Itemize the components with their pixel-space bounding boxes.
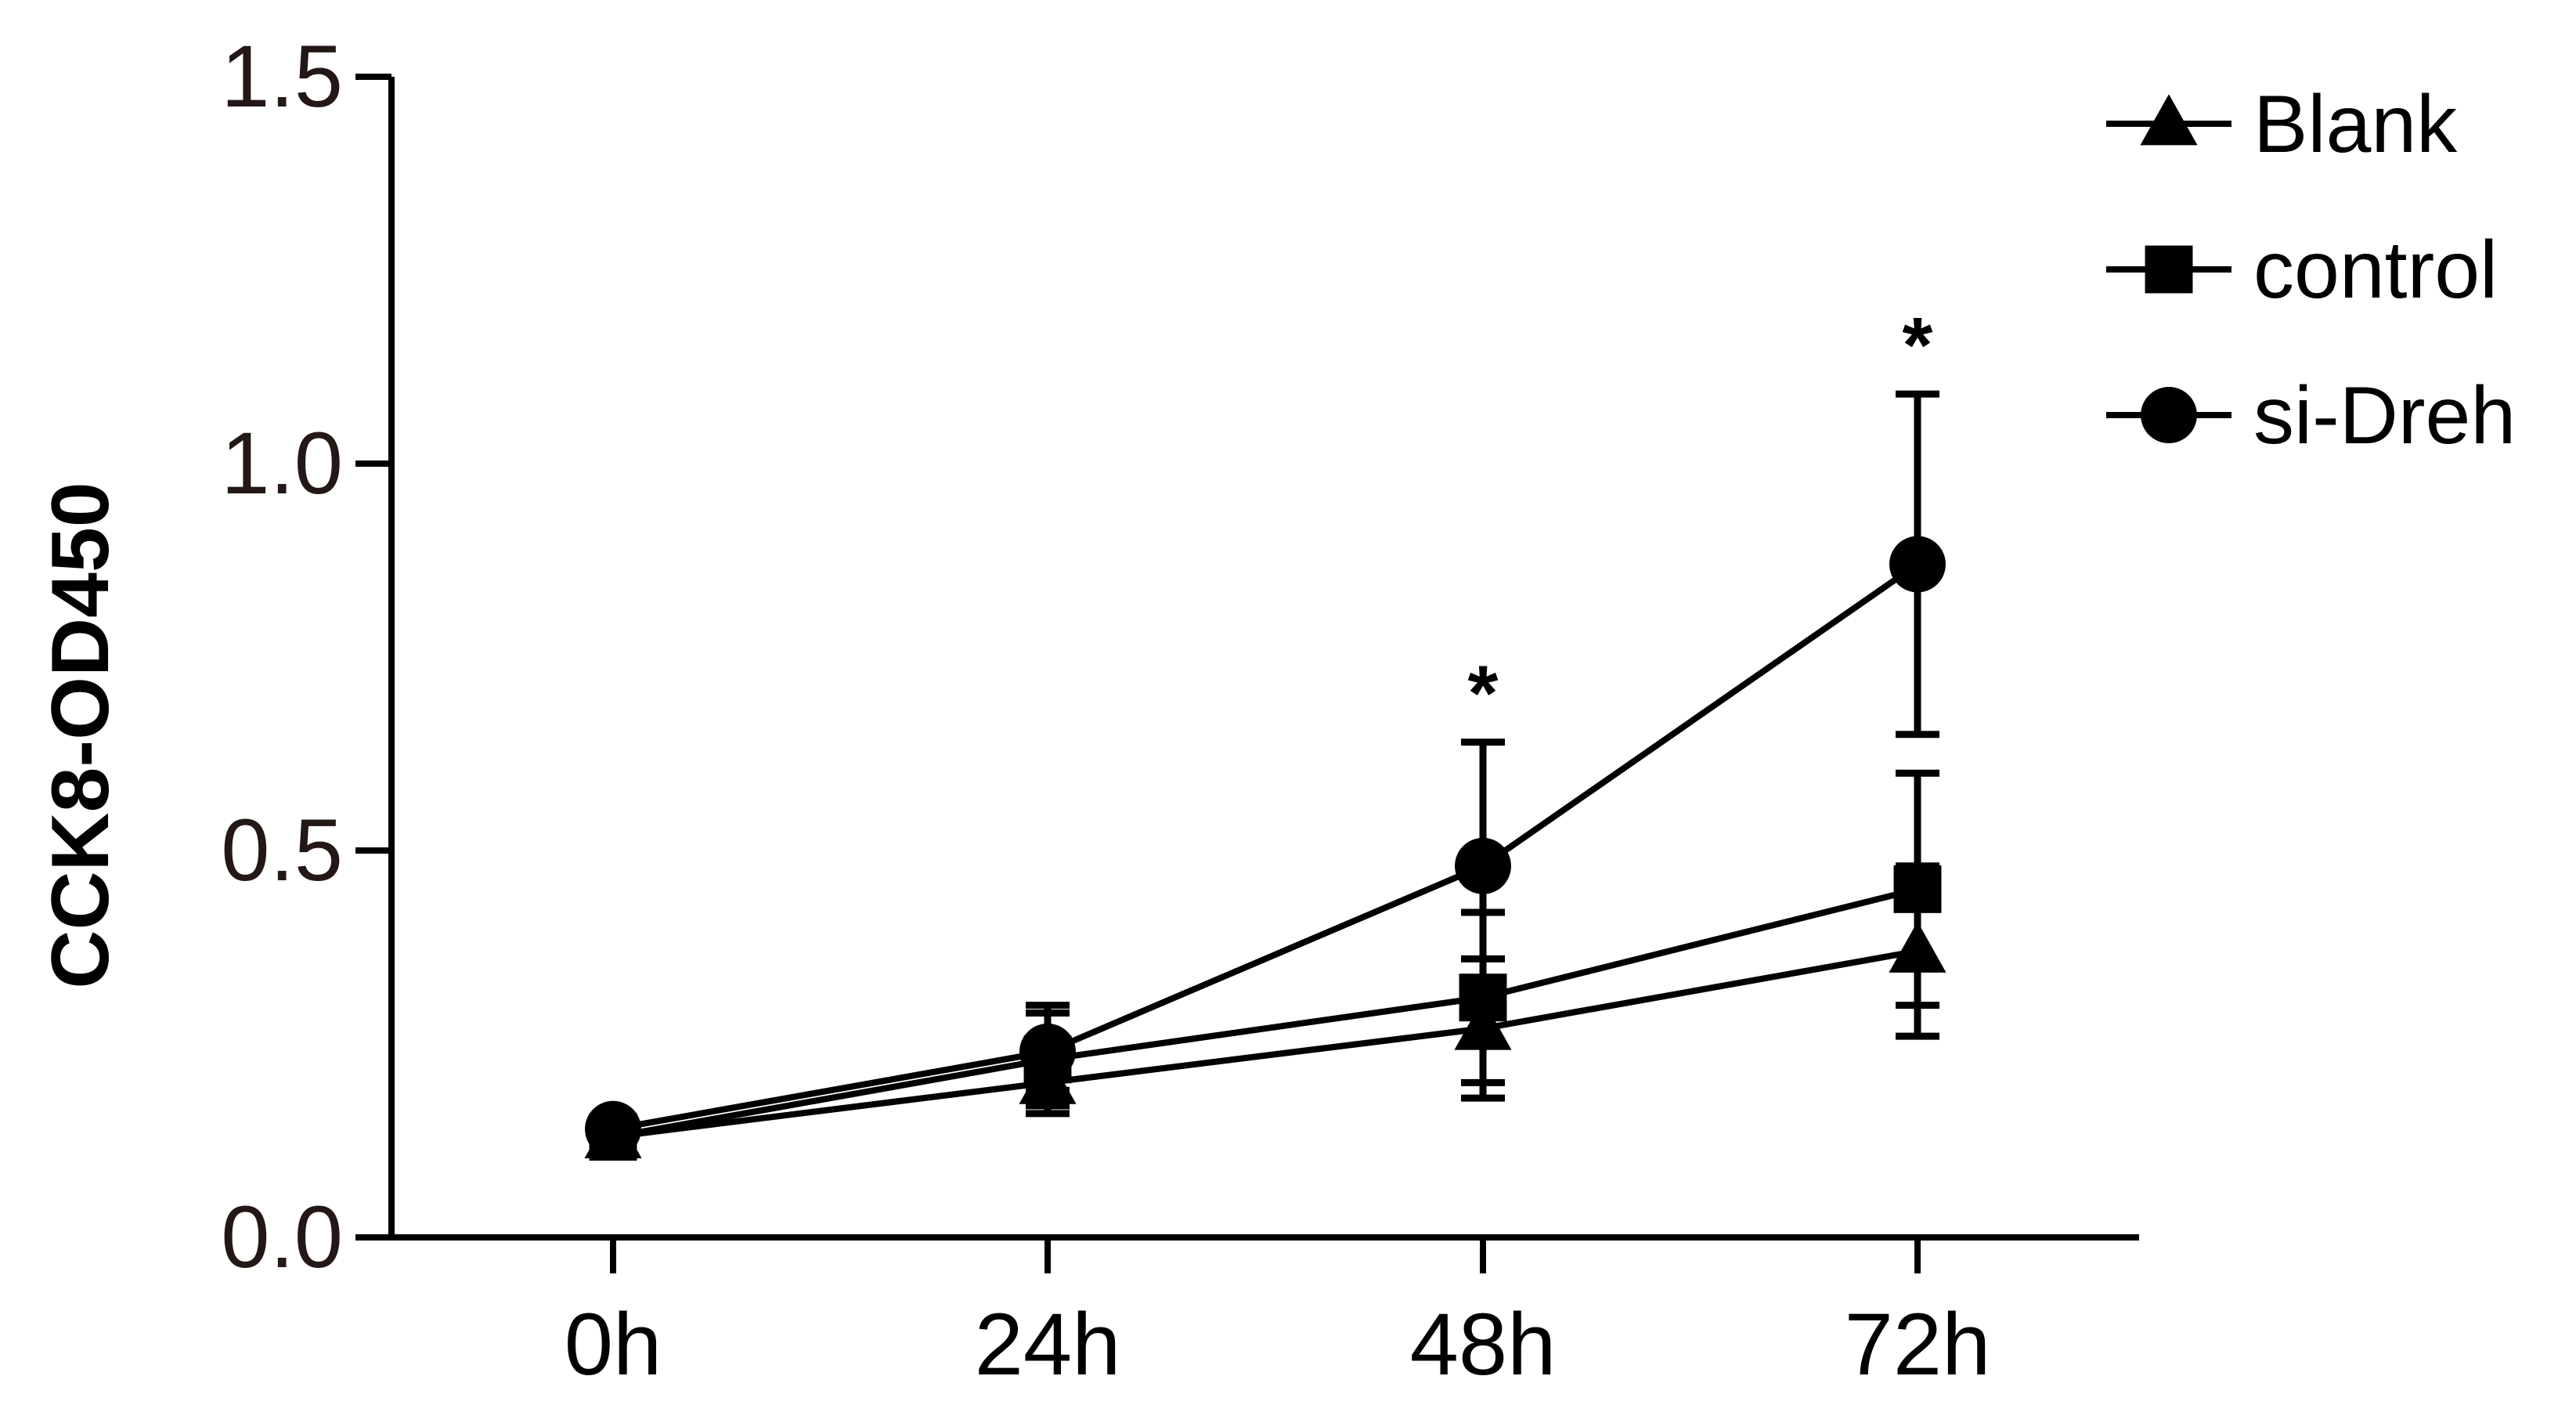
x-tick-label: 24h — [975, 1295, 1121, 1393]
series-blank — [584, 862, 1946, 1158]
y-tick-label: 0.5 — [221, 801, 343, 899]
legend-marker — [2145, 245, 2193, 294]
series-line — [612, 886, 1918, 1140]
y-tick-label: 1.5 — [221, 27, 343, 125]
legend: Blank control si-Dreh — [2106, 79, 2516, 461]
x-tick-label: 0h — [565, 1295, 662, 1393]
x-tick-label: 48h — [1410, 1295, 1557, 1393]
series-line — [612, 562, 1920, 1132]
data-point — [1455, 837, 1511, 894]
legend-item: control — [2106, 225, 2498, 316]
axes: 0.0 0.5 1.0 1.5 0h 24h 48h 72h CCK8-OD450 — [35, 27, 2139, 1393]
legend-item: Blank — [2106, 79, 2458, 170]
significance-marker: * — [1468, 650, 1499, 738]
significance-marker: * — [1903, 302, 1933, 389]
y-axis-label: CCK8-OD450 — [35, 482, 126, 988]
x-tick-label: 72h — [1845, 1295, 1991, 1393]
y-tick-label: 0.0 — [221, 1188, 343, 1286]
series-si-dreh — [585, 390, 1946, 1158]
legend-marker — [2141, 387, 2197, 443]
data-point — [1889, 536, 1946, 593]
data-point — [1893, 865, 1942, 913]
legend-item: si-Dreh — [2106, 370, 2516, 461]
plot-area: ** — [584, 302, 1946, 1161]
series-control — [589, 769, 1942, 1161]
series-line — [612, 948, 1918, 1140]
legend-label: Blank — [2253, 79, 2458, 170]
data-point — [1019, 1023, 1076, 1080]
legend-marker — [2140, 94, 2198, 146]
data-point — [585, 1100, 641, 1158]
legend-label: control — [2253, 225, 2498, 316]
y-tick-label: 1.0 — [221, 414, 343, 512]
legend-label: si-Dreh — [2253, 370, 2516, 461]
